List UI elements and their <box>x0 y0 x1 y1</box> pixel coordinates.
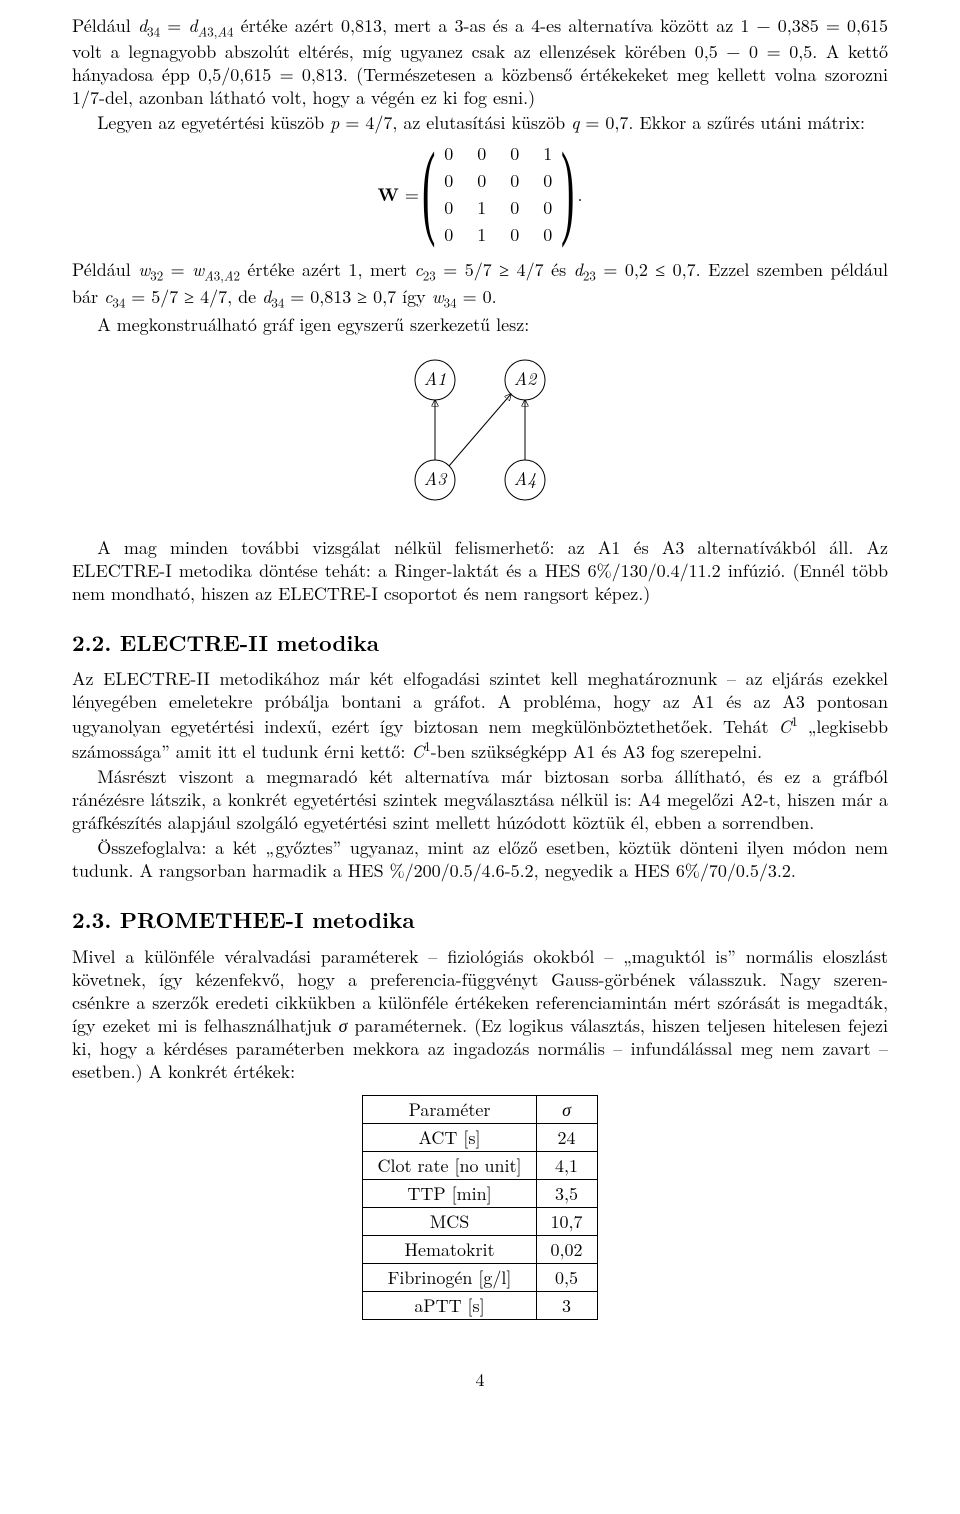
m-0-0: 0 <box>432 140 465 167</box>
sigma-r3-c0: MCS <box>363 1207 536 1235</box>
m-0-2: 0 <box>498 140 531 167</box>
node-A4-label: A4 <box>514 466 537 491</box>
para-d34: Például d34 = dA3,A4 értéke azért 0,813,… <box>72 14 888 109</box>
sigma-r4-c0: Hematokrit <box>363 1235 536 1263</box>
sigma-r5-c0: Fibrinogén [g/l] <box>363 1263 536 1291</box>
sigma-r0-c0: ACT [s] <box>363 1123 536 1151</box>
para-graph-intro: A megkonstruálható gráf igen egyszerű sz… <box>72 313 888 336</box>
matrix-period: . <box>578 183 583 206</box>
paren-left: ( <box>422 152 435 228</box>
sec22-p3: Összefoglalva: a két „győztes” ugyanaz, … <box>72 836 888 882</box>
m-1-2: 0 <box>498 167 531 194</box>
m-0-3: 1 <box>531 140 564 167</box>
matrix-W: W = ( 0 0 0 1 0 0 0 0 0 1 0 0 0 <box>72 140 888 248</box>
section-2-3-title: 2.3. PROMETHEE-I metodika <box>72 906 888 934</box>
sec22-p2: Másrészt viszont a megmaradó két alterna… <box>72 765 888 834</box>
sigma-r0-c1: 24 <box>536 1123 597 1151</box>
para-mag: A mag minden további vizsgálat nélkül fe… <box>72 536 888 605</box>
sigma-r6-c1: 3 <box>536 1291 597 1319</box>
sigma-th-sigma: σ <box>536 1095 597 1123</box>
txt-p2a: Legyen az egyetértési küszöb <box>97 110 330 135</box>
graph: A1 A2 A3 A4 <box>72 350 888 520</box>
m-3-2: 0 <box>498 221 531 248</box>
sigma-r1-c0: Clot rate [no unit] <box>363 1151 536 1179</box>
sigma-r2-c1: 3,5 <box>536 1179 597 1207</box>
m-2-0: 0 <box>432 194 465 221</box>
section-2-2-title: 2.2. ELECTRE-II metodika <box>72 629 888 657</box>
paren-right: ) <box>561 152 574 228</box>
page-number: 4 <box>72 1368 888 1391</box>
sigma-r1-c1: 4,1 <box>536 1151 597 1179</box>
m-2-2: 0 <box>498 194 531 221</box>
txt-p2b: = 4/7, az elutasítási küszöb <box>339 110 571 135</box>
sigma-th-param: Paraméter <box>363 1095 536 1123</box>
m-2-1: 1 <box>465 194 498 221</box>
sec23-p1: Mivel a különféle véralvadási paramétere… <box>72 945 888 1083</box>
sigma-r3-c1: 10,7 <box>536 1207 597 1235</box>
m-1-3: 0 <box>531 167 564 194</box>
txt-p2c: = 0,7. Ekkor a szűrés utáni mátrix: <box>579 110 865 135</box>
sigma-table: Paraméter σ ACT [s]24 Clot rate [no unit… <box>72 1095 888 1320</box>
node-A2-label: A2 <box>514 366 537 391</box>
node-A1-label: A1 <box>424 366 447 391</box>
m-0-1: 0 <box>465 140 498 167</box>
matrix-table: 0 0 0 1 0 0 0 0 0 1 0 0 0 1 0 0 <box>432 140 564 248</box>
m-3-3: 0 <box>531 221 564 248</box>
m-3-1: 1 <box>465 221 498 248</box>
m-3-0: 0 <box>432 221 465 248</box>
edge-A3-A2 <box>449 394 511 466</box>
m-1-0: 0 <box>432 167 465 194</box>
m-1-1: 0 <box>465 167 498 194</box>
m-2-3: 0 <box>531 194 564 221</box>
para-thresholds: Legyen az egyetértési küszöb p = 4/7, az… <box>72 111 888 134</box>
sigma-r6-c0: aPTT [s] <box>363 1291 536 1319</box>
sigma-r2-c0: TTP [min] <box>363 1179 536 1207</box>
node-A3-label: A3 <box>424 466 448 491</box>
sigma-r5-c1: 0,5 <box>536 1263 597 1291</box>
matrix-label: W = <box>377 183 418 206</box>
graph-svg: A1 A2 A3 A4 <box>385 350 575 515</box>
sec22-p1: Az ELECTRE-II metodikához már két elfoga… <box>72 667 888 763</box>
para-w32: Például w32 = wA3,A2 értéke azért 1, mer… <box>72 258 888 310</box>
sigma-r4-c1: 0,02 <box>536 1235 597 1263</box>
